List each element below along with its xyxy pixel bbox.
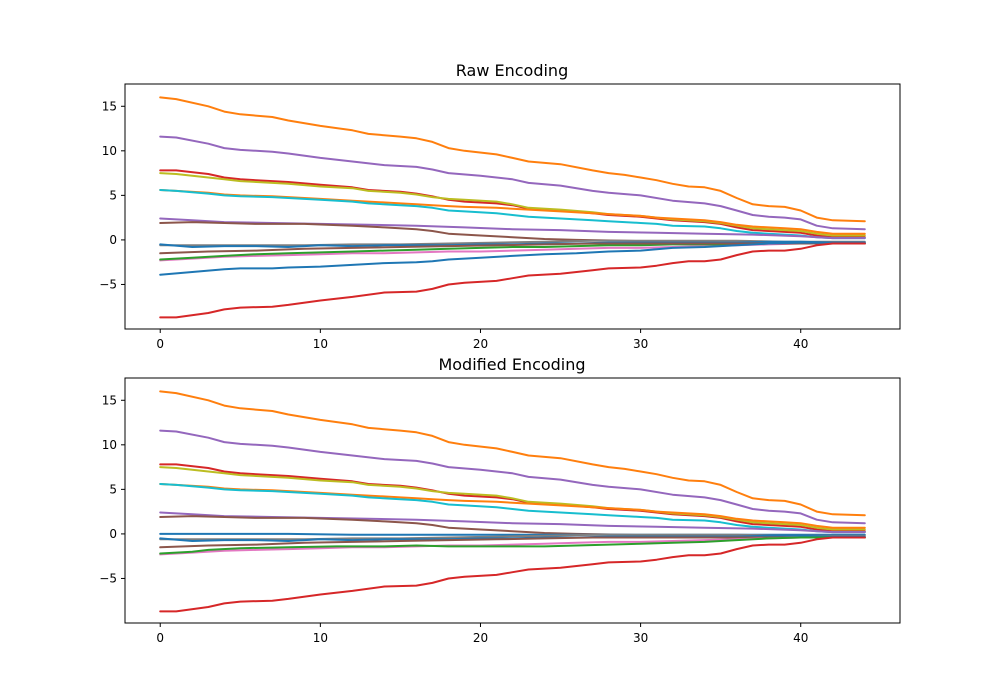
raw-encoding-title: Raw Encoding	[456, 61, 568, 80]
raw-encoding-axes: 0 10 20 30 40 −5 0 5 10 15	[99, 99, 808, 351]
modified-encoding-x-tick-label: 20	[473, 631, 488, 645]
modified-encoding-series-line-2	[159, 429, 866, 525]
raw-encoding-y-tick-label: 5	[109, 188, 117, 202]
modified-encoding-plot-area	[159, 390, 866, 613]
raw-encoding-series-line-14	[159, 241, 866, 276]
raw-encoding-x-tick-label: 0	[156, 337, 164, 351]
raw-encoding-y-tick-label: 10	[102, 144, 117, 158]
modified-encoding-x-tick-label: 0	[156, 631, 164, 645]
raw-encoding-series-line-7	[159, 217, 866, 240]
raw-encoding-x-tick-label: 20	[473, 337, 488, 351]
raw-encoding-series-line-6	[159, 189, 866, 240]
modified-encoding-series-line-14	[159, 536, 866, 555]
modified-encoding-series-line-4	[159, 466, 866, 531]
modified-encoding-x-tick-label: 40	[793, 631, 808, 645]
modified-encoding-series-line-7	[159, 511, 866, 534]
modified-encoding-x-tick-label: 10	[313, 631, 328, 645]
raw-encoding-series-line-2	[159, 135, 866, 231]
raw-encoding-y-tick-label: −5	[99, 277, 117, 291]
modified-encoding-y-tick-label: 0	[109, 527, 117, 541]
raw-encoding-x-tick-label: 30	[633, 337, 648, 351]
modified-encoding-x-tick-label: 30	[633, 631, 648, 645]
raw-encoding-y-tick-label: 0	[109, 233, 117, 247]
modified-encoding-panel: Modified Encoding 0 10 20 30 40 −5 0 5 10 15	[99, 355, 901, 645]
raw-encoding-panel: Raw Encoding 0 10 20 30 40 −5 0 5 10 15	[99, 61, 901, 351]
raw-encoding-series-line-1	[159, 96, 866, 223]
raw-encoding-x-tick-label: 10	[313, 337, 328, 351]
raw-encoding-frame	[124, 83, 901, 330]
raw-encoding-series-line-15	[159, 242, 866, 319]
raw-encoding-series-line-4	[159, 172, 866, 237]
modified-encoding-series-line-15	[159, 536, 866, 613]
modified-encoding-axes: 0 10 20 30 40 −5 0 5 10 15	[99, 393, 808, 645]
modified-encoding-y-tick-label: 15	[102, 393, 117, 407]
modified-encoding-title: Modified Encoding	[438, 355, 585, 374]
raw-encoding-plot-area	[159, 96, 866, 319]
modified-encoding-series-line-12	[159, 536, 866, 549]
modified-encoding-y-tick-label: 10	[102, 438, 117, 452]
raw-encoding-x-tick-label: 40	[793, 337, 808, 351]
modified-encoding-series-line-1	[159, 390, 866, 517]
modified-encoding-y-tick-label: 5	[109, 482, 117, 496]
raw-encoding-y-tick-label: 15	[102, 99, 117, 113]
modified-encoding-series-line-6	[159, 483, 866, 534]
modified-encoding-frame	[124, 377, 901, 624]
modified-encoding-y-tick-label: −5	[99, 571, 117, 585]
